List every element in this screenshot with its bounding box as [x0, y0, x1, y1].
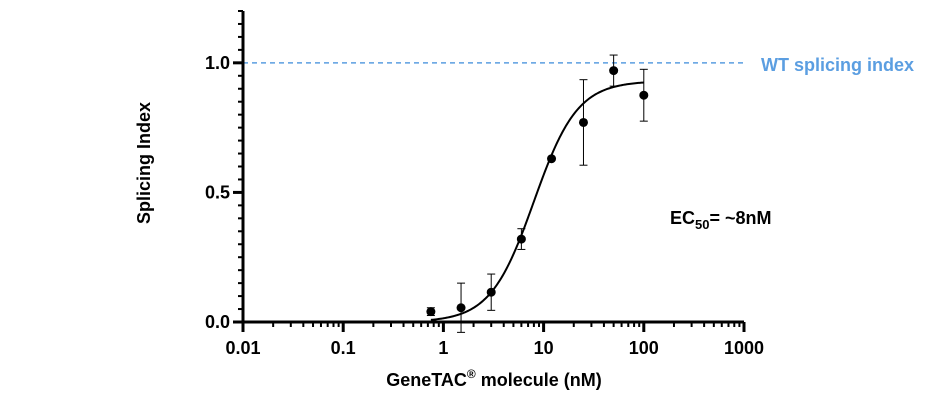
ec50-subscript: 50 — [695, 217, 709, 232]
data-point — [516, 234, 526, 244]
data-point — [639, 90, 649, 100]
axes-group: 0.0 0.5 1.0 0.01 0.1 1 10 100 1000 — [205, 10, 764, 358]
x-axis-title: GeneTAC® molecule (nM) — [386, 367, 602, 390]
x-tick-label: 0.01 — [225, 338, 260, 358]
x-tick-label: 100 — [629, 338, 659, 358]
data-point — [426, 307, 436, 317]
x-axis-title-superscript: ® — [467, 367, 476, 381]
fit-curve-group — [430, 81, 644, 321]
y-tick-label: 0.5 — [205, 182, 230, 202]
x-tick-label: 10 — [534, 338, 554, 358]
data-point — [456, 303, 466, 313]
y-axis-title: Splicing Index — [134, 102, 154, 224]
data-point — [547, 154, 557, 164]
data-point — [609, 66, 619, 76]
data-point — [578, 117, 588, 127]
ec50-main: EC — [670, 208, 695, 228]
fit-curve — [430, 81, 644, 321]
x-tick-label: 1000 — [724, 338, 764, 358]
data-points-group — [426, 54, 649, 333]
x-axis-title-main: GeneTAC — [386, 370, 467, 390]
data-point — [486, 287, 496, 297]
wt-splicing-index-label: WT splicing index — [761, 55, 914, 75]
ec50-annotation: EC50= ~8nM — [670, 208, 772, 232]
x-axis-title-suffix: molecule (nM) — [476, 370, 602, 390]
x-tick-label: 0.1 — [331, 338, 356, 358]
y-tick-label: 0.0 — [205, 312, 230, 332]
y-tick-label: 1.0 — [205, 53, 230, 73]
ec50-suffix: = ~8nM — [709, 208, 771, 228]
x-tick-label: 1 — [438, 338, 448, 358]
